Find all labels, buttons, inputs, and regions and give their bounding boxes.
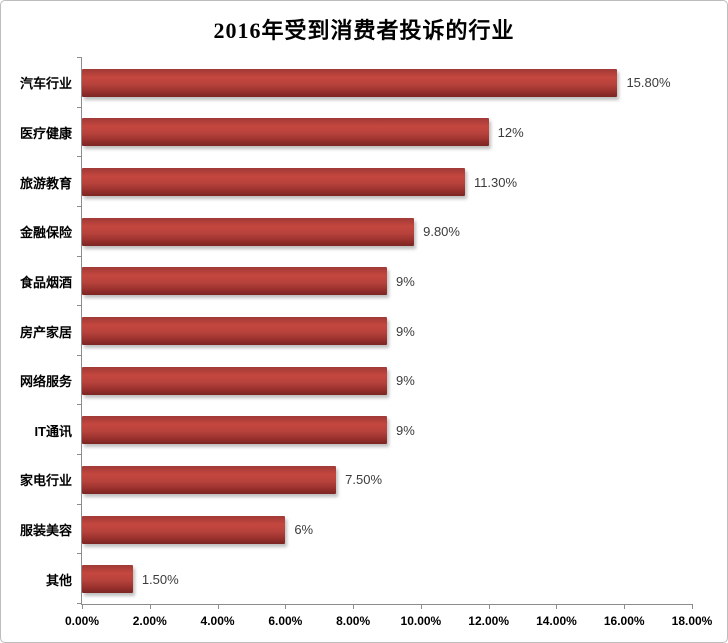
value-label: 6% <box>294 522 314 538</box>
bar-row: 家电行业 7.50% <box>20 455 692 505</box>
bar-row: 金融保险 9.80% <box>20 207 692 257</box>
bar <box>82 515 286 544</box>
x-axis-label: 0.00% <box>64 614 100 628</box>
value-label: 9% <box>396 422 415 438</box>
value-label: 9% <box>396 323 415 339</box>
x-axis-tick <box>692 604 693 609</box>
category-label: 医疗健康 <box>19 125 72 141</box>
bar-row: 其他 1.50% <box>46 554 692 604</box>
x-axis-tick <box>488 604 490 609</box>
bar-row: 汽车行业 15.80% <box>20 58 692 108</box>
x-axis-label: 10.00% <box>400 614 442 628</box>
bar-rows: 汽车行业 15.80% 医疗健康 12% 旅游教育 11.30% 金融保险 9.… <box>20 58 692 604</box>
value-label: 9% <box>396 273 415 289</box>
category-label: 旅游教育 <box>19 175 72 191</box>
x-axis-tick <box>353 604 355 609</box>
category-label: IT通讯 <box>34 423 72 439</box>
bar-row: 食品烟酒 9% <box>20 257 692 307</box>
category-label: 食品烟酒 <box>19 274 72 290</box>
x-axis-tick <box>624 604 626 609</box>
category-label: 房产家居 <box>19 324 72 340</box>
bar-row: IT通讯 9% <box>34 405 692 455</box>
value-label: 1.50% <box>141 571 179 587</box>
value-label: 9% <box>396 373 415 389</box>
x-axis-tick <box>285 604 287 609</box>
x-axis-label: 6.00% <box>268 614 303 628</box>
x-axis-tick <box>82 604 83 609</box>
bar <box>82 118 489 147</box>
bar-row: 服装美容 6% <box>20 505 692 555</box>
plot-area: 汽车行业 15.80% 医疗健康 12% 旅游教育 11.30% 金融保险 9.… <box>20 57 712 628</box>
category-label: 网络服务 <box>19 374 72 390</box>
x-axis-label: 8.00% <box>336 614 371 628</box>
category-label: 汽车行业 <box>19 76 72 92</box>
x-axis-tick <box>149 604 151 609</box>
bar <box>82 416 387 445</box>
x-axis-label: 4.00% <box>200 614 235 628</box>
value-label: 11.30% <box>473 174 518 190</box>
category-label: 金融保险 <box>19 225 72 241</box>
value-label: 9.80% <box>423 224 460 240</box>
value-label: 7.50% <box>345 472 383 488</box>
bar <box>82 565 133 594</box>
value-label: 12% <box>497 124 524 140</box>
bar <box>82 168 465 197</box>
bar <box>82 267 387 296</box>
bar-row: 旅游教育 11.30% <box>20 157 692 207</box>
bar <box>82 317 387 346</box>
x-axis-tick <box>420 604 422 609</box>
bar <box>82 366 387 395</box>
bar-row: 房产家居 9% <box>20 306 692 356</box>
bar <box>82 465 337 494</box>
category-label: 服装美容 <box>19 523 72 539</box>
bar-row: 网络服务 9% <box>20 356 692 406</box>
x-axis-tick <box>217 604 219 609</box>
x-axis-label: 12.00% <box>468 614 510 628</box>
value-label: 15.80% <box>626 75 671 91</box>
x-axis-tick <box>556 604 558 609</box>
x-axis-label: 16.00% <box>603 614 645 628</box>
bar-row: 医疗健康 12% <box>20 108 692 158</box>
category-label: 家电行业 <box>19 473 72 489</box>
x-axis-label: 14.00% <box>536 614 577 628</box>
chart-title: 2016年受到消费者投诉的行业 <box>213 18 515 43</box>
x-axis-label: 18.00% <box>671 614 713 628</box>
category-label: 其他 <box>45 572 72 588</box>
x-axis-label: 2.00% <box>132 614 167 628</box>
bar <box>82 217 415 246</box>
bar <box>82 68 618 97</box>
